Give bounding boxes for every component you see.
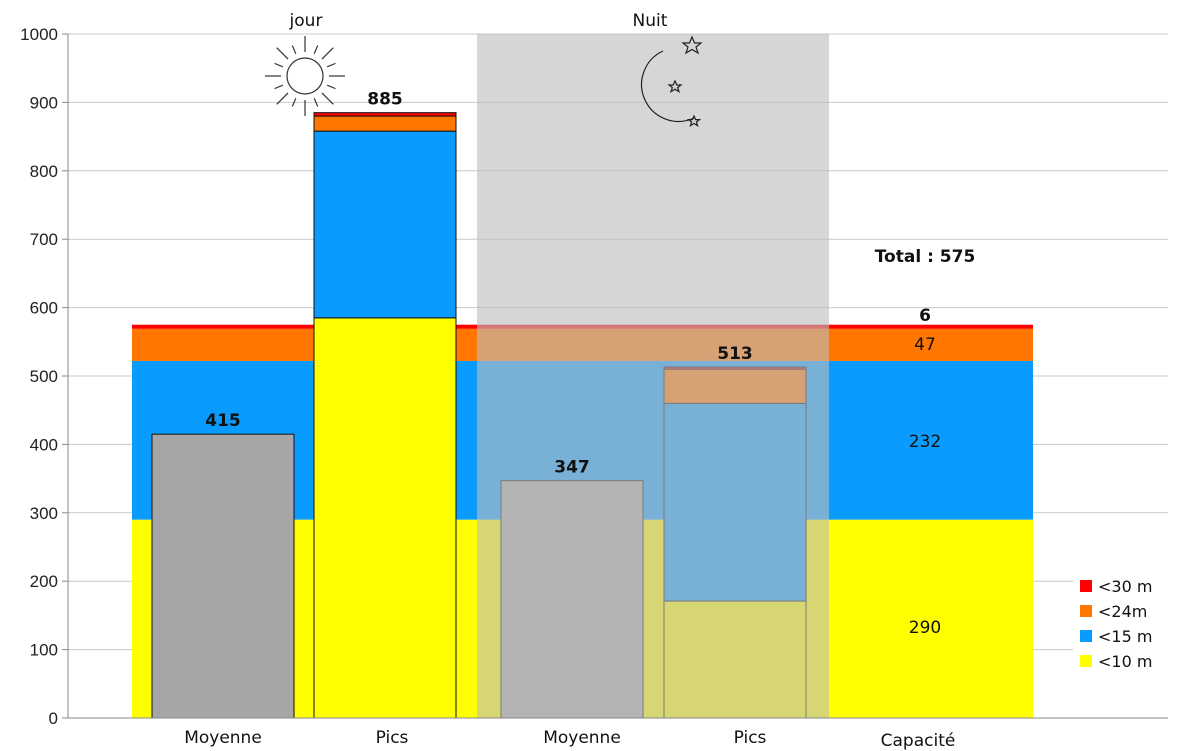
sun-ray <box>326 62 336 68</box>
label-layer: 415 885 347 513 Moyenne Pics Moyenne Pics Capaci… <box>184 11 1173 751</box>
sun-ray <box>321 92 334 105</box>
sun-ray <box>326 84 336 90</box>
x-category-label: Pics <box>734 728 767 748</box>
y-tick-label: 500 <box>30 367 58 386</box>
sun-ray <box>313 45 319 55</box>
night-shade <box>477 34 829 718</box>
x-category-label: Pics <box>376 728 409 748</box>
capacity-total-label: Total : 575 <box>875 247 976 267</box>
legend-swatch <box>1080 630 1092 642</box>
sun-ray <box>291 45 297 55</box>
sun-ray <box>276 92 289 105</box>
legend-label: <30 m <box>1098 577 1152 596</box>
bar-segment <box>313 115 457 132</box>
x-category-label: Moyenne <box>184 728 262 748</box>
y-tick-label: 0 <box>49 709 58 728</box>
sun-ray <box>274 84 284 90</box>
legend-label: <10 m <box>1098 652 1152 671</box>
y-tick-label: 100 <box>30 641 58 660</box>
period-label-nuit: Nuit <box>633 11 668 31</box>
moon-stars-icon <box>641 35 703 128</box>
sun-ray <box>313 97 319 107</box>
y-tick-label: 700 <box>30 230 58 249</box>
bar-total-label: 513 <box>717 344 753 364</box>
capacity-segment-label: 6 <box>919 306 931 326</box>
sun-ray <box>321 47 334 60</box>
sun-ray <box>276 47 289 60</box>
bar-total-label: 415 <box>205 411 241 431</box>
y-tick-label: 400 <box>30 435 58 454</box>
star-icon <box>681 35 703 55</box>
legend-label: <15 m <box>1098 627 1152 646</box>
y-tick-label: 900 <box>30 93 58 112</box>
capacity-segment-label: 232 <box>909 432 941 452</box>
star-icon <box>667 79 683 93</box>
night-shade-layer <box>477 34 829 718</box>
bar-segment <box>151 433 295 719</box>
legend-swatch <box>1080 580 1092 592</box>
period-label-jour: jour <box>289 11 323 31</box>
y-tick-label: 200 <box>30 572 58 591</box>
bar-segment <box>313 130 457 319</box>
x-category-label: Moyenne <box>543 728 621 748</box>
bar-total-label: 347 <box>554 458 590 478</box>
axis-layer: 0 100 200 300 400 500 600 700 800 900 1000 <box>20 25 1168 728</box>
sun-ray <box>291 97 297 107</box>
legend-swatch <box>1080 655 1092 667</box>
sun-ray <box>274 62 284 68</box>
y-tick-label: 600 <box>30 299 58 318</box>
bar-segment <box>313 317 457 719</box>
legend-label: <24m <box>1098 602 1147 621</box>
capacity-segment-label: 47 <box>914 335 936 355</box>
star-icon <box>686 114 702 128</box>
bar-segment <box>313 112 457 117</box>
capacity-segment-label: 290 <box>909 618 941 638</box>
sun-icon <box>265 36 345 116</box>
y-tick-label: 1000 <box>20 25 58 44</box>
y-tick-label: 300 <box>30 504 58 523</box>
bar-total-label: 885 <box>367 90 403 110</box>
legend-swatch <box>1080 605 1092 617</box>
x-category-label: Capacité <box>881 731 956 751</box>
y-tick-label: 800 <box>30 162 58 181</box>
